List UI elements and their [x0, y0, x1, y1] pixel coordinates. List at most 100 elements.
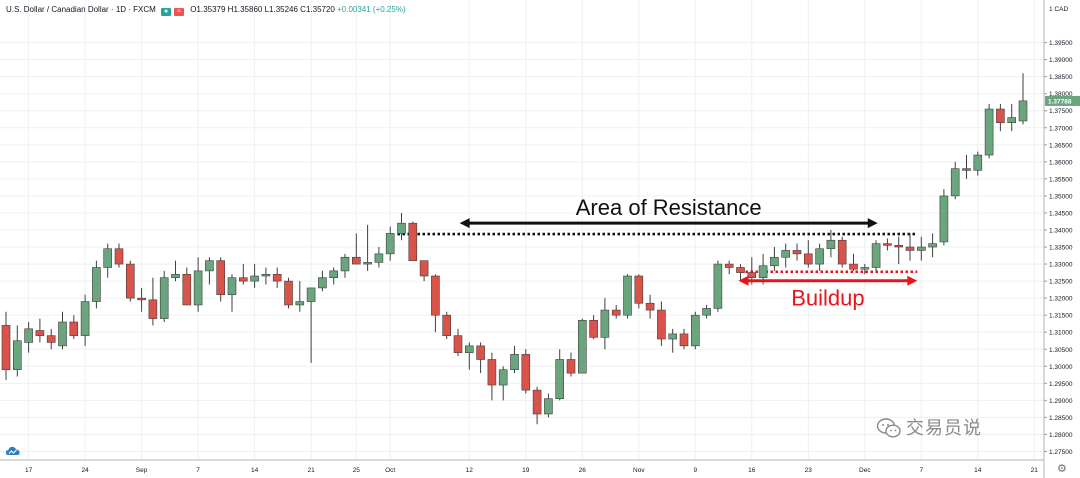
candle-body	[137, 297, 146, 301]
buildup-label: Buildup	[791, 286, 864, 311]
candles	[1, 73, 1028, 425]
price-tick-label: 1.33000	[1049, 262, 1073, 269]
candle-body	[713, 263, 723, 309]
candle-body	[205, 260, 214, 272]
candle-body	[905, 246, 915, 251]
annotation-lines	[397, 232, 918, 274]
candle-body	[962, 168, 971, 171]
candle-body	[555, 359, 565, 399]
candle-body	[849, 263, 858, 270]
price-tick-label: 1.39500	[1049, 40, 1073, 47]
annotations: Area of Resistance Buildup	[459, 195, 918, 311]
date-tick-label: 24	[81, 467, 89, 474]
date-tick-label: Nov	[633, 467, 645, 474]
date-tick-label: 26	[579, 467, 587, 474]
current-price-tag	[1045, 95, 1080, 106]
flag-red-icon[interactable]: ≈	[174, 8, 185, 16]
candle-body	[871, 243, 881, 268]
symbol-title[interactable]: U.S. Dollar / Canadian Dollar · 1D · FXC…	[6, 5, 156, 14]
wechat-icon	[876, 418, 901, 438]
resistance-arrow	[459, 218, 878, 229]
candle-body	[916, 246, 926, 251]
candle-body	[634, 275, 644, 304]
date-tick-label: 16	[748, 467, 756, 474]
candle-body	[284, 280, 293, 306]
resistance-arrow-head-right	[867, 218, 878, 229]
buildup-arrow	[738, 275, 918, 286]
price-tick-label: 1.28500	[1049, 415, 1073, 422]
candle-body	[374, 253, 384, 263]
tradingview-cloud-icon[interactable]	[4, 443, 22, 457]
candle-body	[600, 309, 610, 338]
date-tick-label: 21	[1031, 467, 1039, 474]
currency-label: 1 CAD	[1049, 6, 1068, 13]
date-tick-label: 14	[974, 467, 982, 474]
price-tick-label: 1.36500	[1049, 142, 1073, 149]
grid-lines	[0, 0, 1044, 460]
candle-body	[736, 267, 745, 273]
price-tick-label: 1.27500	[1049, 449, 1073, 456]
price-tick-label: 1.39000	[1049, 57, 1073, 64]
candle-body	[227, 277, 237, 296]
candle-body	[487, 359, 497, 386]
price-tick-label: 1.32500	[1049, 279, 1073, 286]
candle-body	[657, 309, 666, 340]
candle-body	[928, 243, 937, 248]
candle-body	[645, 302, 655, 311]
candle-body	[894, 245, 904, 248]
candle-body	[566, 359, 576, 374]
candle-body	[295, 301, 305, 306]
candle-body	[792, 250, 802, 255]
gear-icon[interactable]: ⚙	[1057, 463, 1067, 475]
candle-body	[724, 263, 734, 268]
candle-body	[419, 260, 429, 277]
candle-body	[385, 233, 395, 255]
buildup-arrow-head-left	[738, 275, 749, 286]
flag-green-icon[interactable]: ●	[161, 8, 172, 16]
price-tick-label: 1.34500	[1049, 210, 1073, 217]
candle-body	[498, 369, 508, 386]
candle-body	[623, 275, 632, 316]
candle-body	[1018, 100, 1028, 122]
price-tick-label: 1.36000	[1049, 159, 1073, 166]
price-tick-label: 1.37500	[1049, 108, 1073, 115]
price-tick-label: 1.28000	[1049, 432, 1073, 439]
ohlc-values: O1.35379 H1.35860 L1.35246 C1.35720	[190, 5, 335, 14]
candle-body	[781, 250, 791, 258]
date-tick-label: 12	[466, 467, 474, 474]
candle-body	[103, 248, 112, 268]
candle-body	[171, 273, 180, 279]
candle-body	[532, 389, 542, 415]
candle-body	[679, 333, 689, 347]
candle-body	[329, 270, 339, 279]
candle-body	[148, 299, 158, 319]
candle-body	[92, 267, 101, 302]
price-tick-label: 1.38500	[1049, 74, 1073, 81]
candle-body	[973, 154, 983, 171]
candle-body	[815, 248, 824, 265]
candle-body	[747, 272, 757, 279]
candle-body	[261, 273, 271, 277]
price-tick-label: 1.33500	[1049, 245, 1073, 252]
date-tick-label: Dec	[859, 467, 871, 474]
price-tick-label: 1.31500	[1049, 313, 1073, 320]
candle-body	[24, 328, 33, 343]
candle-body	[442, 314, 452, 336]
candle-body	[950, 168, 960, 197]
price-tick-label: 1.29500	[1049, 381, 1073, 388]
candle-body	[408, 222, 418, 261]
candle-body	[453, 335, 463, 353]
resistance-arrow-head-left	[459, 218, 470, 229]
candle-body	[860, 267, 870, 270]
price-tick-label: 1.31000	[1049, 330, 1073, 337]
candle-body	[182, 273, 192, 306]
date-tick-label: 7	[196, 467, 200, 474]
price-tick-label: 1.38000	[1049, 91, 1073, 98]
candle-body	[250, 275, 259, 282]
candle-body	[544, 398, 553, 415]
current-price-label: 1.37788	[1048, 98, 1072, 105]
price-tick-label: 1.30500	[1049, 347, 1073, 354]
candle-body	[996, 108, 1005, 123]
